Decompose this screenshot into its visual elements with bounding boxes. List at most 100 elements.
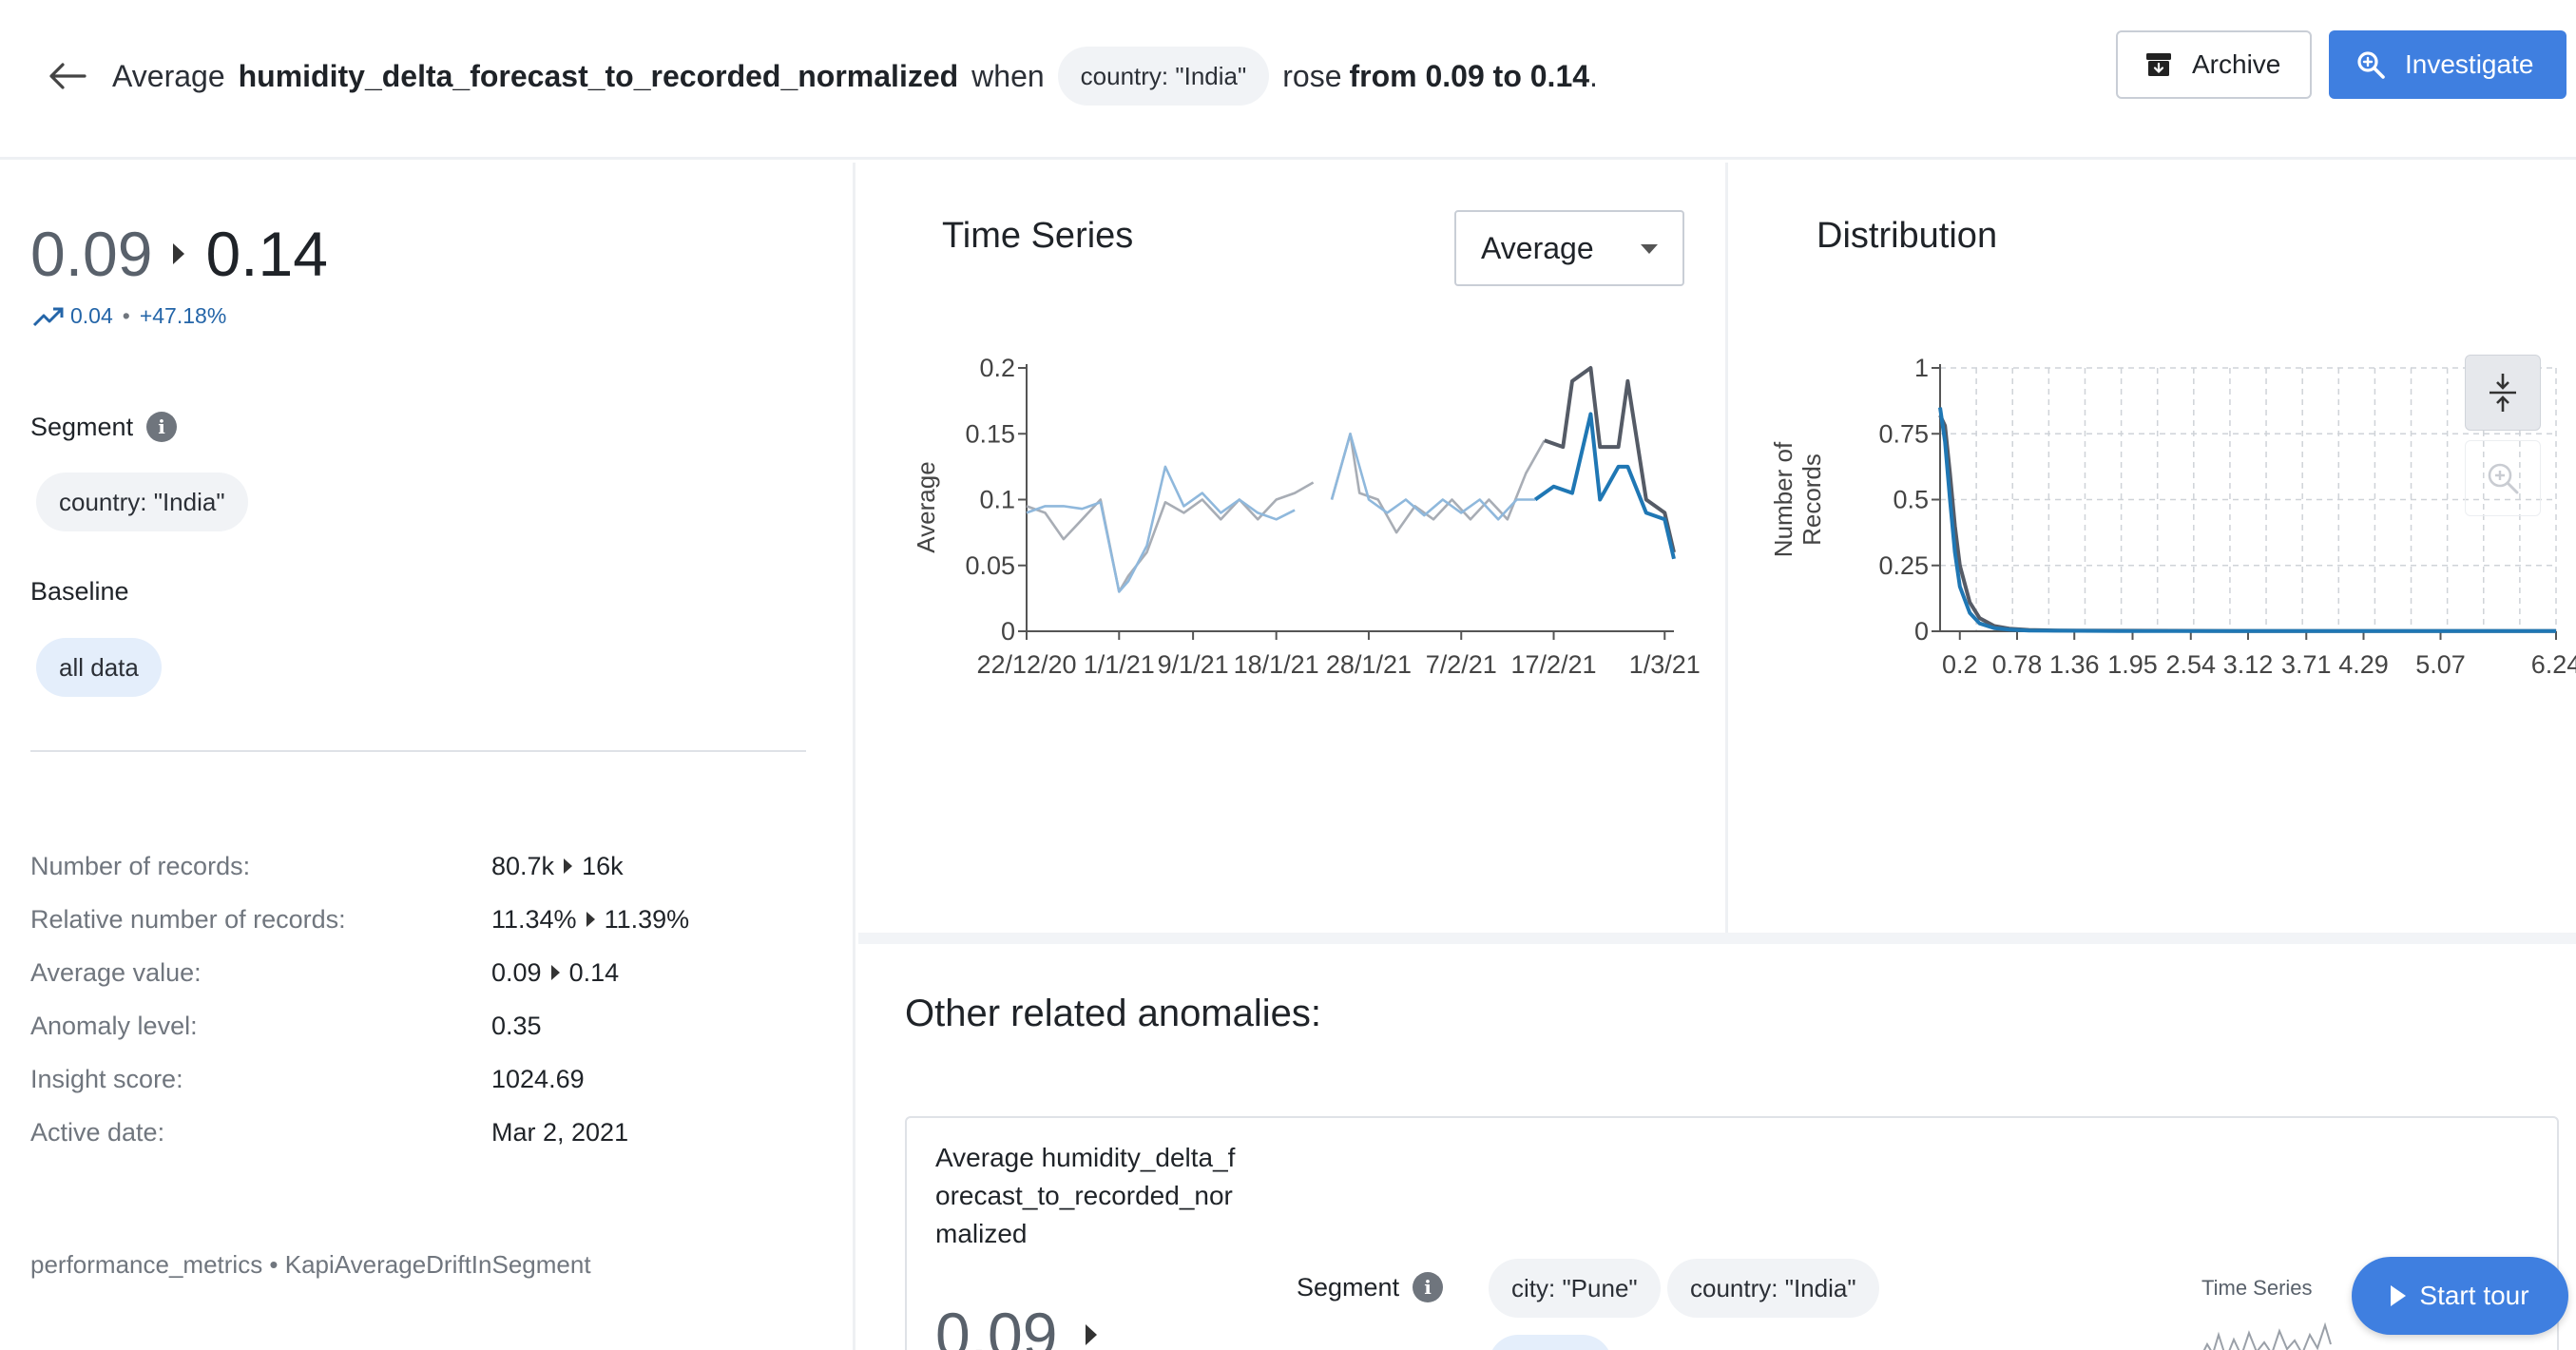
headline-rose: rose — [1282, 58, 1342, 93]
stats-list: Number of records: 80.7k 16k Relative num… — [30, 839, 810, 1159]
related-segment-heading: Segment i — [1297, 1272, 1444, 1302]
zoom-in-icon — [2488, 463, 2519, 494]
related-baseline-chip[interactable] — [1489, 1335, 1612, 1350]
y-tick-label: 0.25 — [1878, 551, 1929, 580]
compress-vertical-icon — [2489, 374, 2516, 412]
y-axis-label: Average — [912, 461, 940, 552]
related-chip-country[interactable]: country: "India" — [1667, 1259, 1879, 1318]
time-series-title: Time Series — [942, 216, 1134, 256]
baseline-series-line-active — [1544, 366, 1676, 553]
fit-to-axis-button[interactable] — [2465, 355, 2541, 431]
stat-row: Number of records: 80.7k 16k — [30, 839, 810, 893]
stat-value: 1024.69 — [491, 1064, 585, 1093]
y-tick-label: 0.2 — [979, 354, 1015, 382]
distribution-title: Distribution — [1817, 216, 1998, 256]
headline-metric: humidity_delta_forecast_to_recorded_norm… — [238, 58, 959, 93]
divider — [30, 750, 806, 752]
back-button[interactable] — [44, 53, 91, 99]
stat-key: Relative number of records: — [30, 904, 346, 934]
x-tick-label: 18/1/21 — [1234, 650, 1319, 679]
related-chip-city[interactable]: city: "Pune" — [1489, 1259, 1661, 1318]
to-value: 0.14 — [205, 219, 328, 289]
arrow-right-icon — [564, 858, 573, 874]
stat-from: 80.7k — [491, 851, 555, 880]
stat-key: Active date: — [30, 1117, 165, 1147]
archive-label: Archive — [2192, 49, 2281, 79]
distribution-panel: Distribution 0 0.25 0.5 0.75 1 0.2 0.78 1.36 1.9… — [1731, 163, 2576, 933]
investigate-button[interactable]: Investigate — [2329, 30, 2566, 99]
headline-segment-chip[interactable]: country: "India" — [1057, 47, 1270, 106]
x-tick-label: 9/1/21 — [1158, 650, 1229, 679]
delta-value: 0.04 — [70, 303, 113, 328]
caret-down-icon — [1641, 244, 1658, 254]
x-tick-label: 28/1/21 — [1326, 650, 1412, 679]
trending-up-icon — [32, 307, 64, 326]
aggregation-select-value: Average — [1481, 230, 1594, 265]
insight-meta: performance_metrics • KapiAverageDriftIn… — [30, 1250, 591, 1279]
stat-to: 11.39% — [604, 904, 690, 934]
x-tick-label: 6.24 — [2531, 650, 2576, 679]
delta-percent: +47.18% — [139, 303, 227, 328]
search-icon — [2357, 51, 2385, 79]
start-tour-label: Start tour — [2419, 1281, 2529, 1310]
stat-key: Anomaly level: — [30, 1011, 198, 1040]
archive-button[interactable]: Archive — [2116, 30, 2312, 99]
start-tour-button[interactable]: Start tour — [2352, 1257, 2568, 1335]
distribution-chart[interactable]: 0 0.25 0.5 0.75 1 0.2 0.78 1.36 1.95 2.54 3.12 3.71… — [1731, 315, 2576, 999]
baseline-chip[interactable]: all data — [36, 638, 162, 697]
stat-key: Insight score: — [30, 1064, 183, 1093]
x-tick-label: 3.12 — [2223, 650, 2274, 679]
aggregation-select[interactable]: Average — [1454, 210, 1684, 286]
x-tick-label: 22/12/20 — [976, 650, 1076, 679]
value-change: 0.09 0.14 — [30, 218, 328, 290]
segment-chip[interactable]: country: "India" — [36, 472, 248, 531]
related-anomaly-card[interactable]: Average humidity_delta_forecast_to_recor… — [905, 1116, 2559, 1350]
from-value: 0.09 — [30, 219, 153, 289]
anomaly-headline: Average humidity_delta_forecast_to_recor… — [112, 46, 1598, 106]
segment-distribution-line — [1938, 407, 2556, 633]
archive-icon — [2146, 53, 2171, 76]
time-series-panel: Time Series Average 0 0.05 0.1 0.15 0.2 22/12… — [858, 163, 1728, 933]
segment-series-line — [1026, 465, 1296, 593]
stat-to: 0.14 — [568, 957, 620, 987]
segment-series-line-active — [1533, 412, 1676, 560]
headline-when: when — [971, 58, 1045, 93]
stat-row: Relative number of records: 11.34% 11.39% — [30, 893, 810, 946]
y-tick-label: 0.75 — [1878, 419, 1929, 448]
y-tick-label: 0 — [1001, 617, 1015, 646]
baseline-series-line — [1026, 481, 1315, 593]
stat-row: Anomaly level: 0.35 — [30, 999, 810, 1052]
zoom-button[interactable] — [2465, 440, 2541, 516]
related-sparkline — [2202, 1321, 2332, 1350]
related-from-value: 0.09 — [935, 1300, 1058, 1350]
y-tick-label: 0.05 — [965, 551, 1015, 580]
time-series-chart[interactable]: 0 0.05 0.1 0.15 0.2 22/12/20 1/1/21 9/1/21 18/1/… — [858, 315, 1728, 999]
x-tick-label: 3.71 — [2281, 650, 2332, 679]
segment-label: Segment — [30, 412, 134, 441]
stat-row: Insight score: 1024.69 — [30, 1052, 810, 1106]
delta-indicator: 0.04 • +47.18% — [32, 303, 226, 329]
x-tick-label: 0.2 — [1942, 650, 1978, 679]
delta-separator: • — [122, 303, 130, 328]
arrow-right-icon — [1086, 1324, 1098, 1345]
arrow-left-icon — [49, 63, 87, 89]
x-tick-label: 5.07 — [2415, 650, 2466, 679]
stat-to: 16k — [582, 851, 624, 880]
x-tick-label: 1/1/21 — [1084, 650, 1155, 679]
info-icon[interactable]: i — [146, 412, 178, 442]
stat-key: Number of records: — [30, 851, 251, 880]
info-icon[interactable]: i — [1413, 1272, 1444, 1302]
related-anomaly-value: 0.09 — [935, 1299, 1098, 1350]
stat-value: Mar 2, 2021 — [491, 1117, 629, 1147]
investigate-label: Investigate — [2405, 49, 2534, 79]
y-axis-label: Records — [1797, 453, 1826, 546]
related-time-series-label: Time Series — [2201, 1276, 2313, 1300]
baseline-label: Baseline — [30, 577, 129, 606]
headline-period: . — [1589, 58, 1598, 93]
x-tick-label: 17/2/21 — [1510, 650, 1596, 679]
related-title: Other related anomalies: — [905, 993, 1322, 1034]
x-tick-label: 7/2/21 — [1426, 650, 1497, 679]
arrow-right-icon — [586, 912, 595, 927]
play-icon — [2391, 1285, 2407, 1306]
headline-prefix: Average — [112, 58, 225, 93]
